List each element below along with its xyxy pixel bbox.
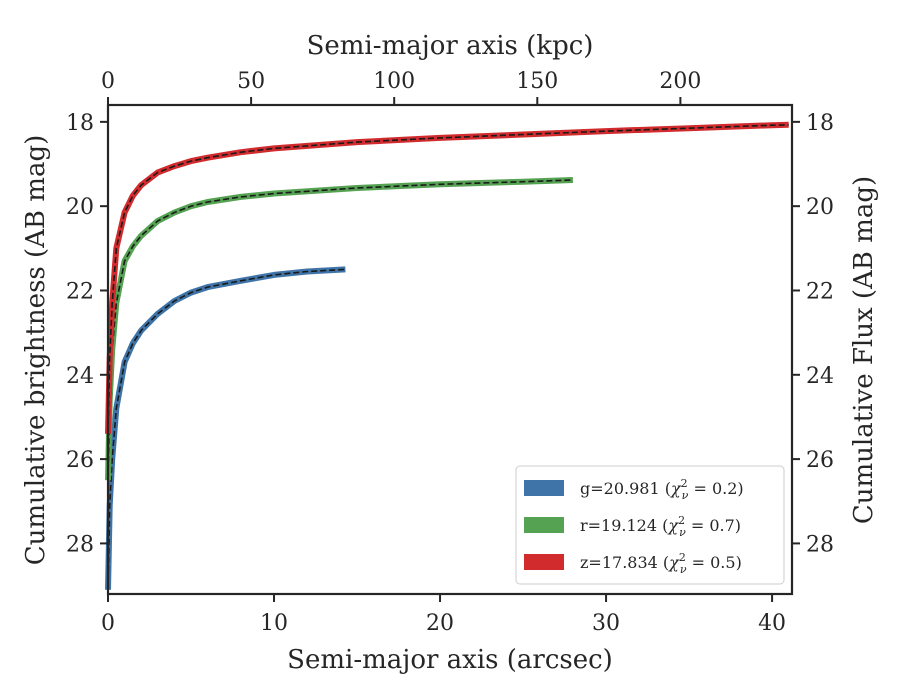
x-axis-title: Semi-major axis (arcsec) [287, 645, 613, 675]
top-x-tick-label: 150 [516, 69, 558, 94]
top-x-tick-label: 0 [101, 69, 115, 94]
legend-swatch-2 [524, 554, 564, 570]
x-tick-label: 40 [758, 611, 786, 636]
top-x-tick-label: 200 [659, 69, 701, 94]
right-y-tick-label: 26 [806, 448, 834, 473]
right-y-tick-label: 18 [806, 111, 834, 136]
y-axis-title: Cumulative brightness (AB mag) [21, 135, 51, 566]
legend-label-0: g=20.981 (χ2 ν = 0.2) [580, 477, 744, 502]
y-tick-label: 26 [66, 448, 94, 473]
x-tick-label: 0 [101, 611, 115, 636]
x-tick-label: 30 [592, 611, 620, 636]
x-tick-label: 10 [260, 611, 288, 636]
right-y-axis-title: Cumulative Flux (AB mag) [849, 176, 879, 524]
plot-frame [106, 103, 794, 596]
legend-box [515, 465, 785, 585]
model-dashed-line-0 [107, 268, 346, 590]
y-tick-label: 24 [66, 364, 94, 389]
right-y-tick-label: 24 [806, 364, 834, 389]
legend-label-2: z=17.834 (χ2 ν = 0.5) [580, 551, 742, 576]
series-line-2 [105, 121, 789, 434]
legend-swatch-1 [524, 517, 564, 533]
model-dashed-line-2 [107, 124, 789, 434]
legend: g=20.981 (χ2 ν = 0.2) r=19.124 (χ2 ν = 0.7)… [515, 465, 785, 585]
series-line-1 [105, 177, 574, 481]
legend-swatch-0 [524, 480, 564, 496]
y-tick-label: 20 [66, 195, 94, 220]
right-y-tick-label: 28 [806, 532, 834, 557]
y-tick-label: 28 [66, 532, 94, 557]
right-y-tick-label: 20 [806, 195, 834, 220]
top-x-axis-title: Semi-major axis (kpc) [307, 31, 594, 61]
right-y-tick-label: 22 [806, 279, 834, 304]
model-dashed-line-1 [107, 179, 573, 481]
top-x-tick-label: 50 [237, 69, 265, 94]
legend-label-1: r=19.124 (χ2 ν = 0.7) [580, 514, 741, 539]
plot-area [105, 121, 789, 590]
x-tick-label: 20 [426, 611, 454, 636]
y-tick-label: 22 [66, 279, 94, 304]
series-line-0 [105, 266, 346, 590]
top-x-tick-label: 100 [373, 69, 415, 94]
axes: 0 10 20 30 40 0 50 100 150 200 18 18 20 20 22 22 24 24 26 2… [66, 69, 834, 636]
y-tick-label: 18 [66, 111, 94, 136]
